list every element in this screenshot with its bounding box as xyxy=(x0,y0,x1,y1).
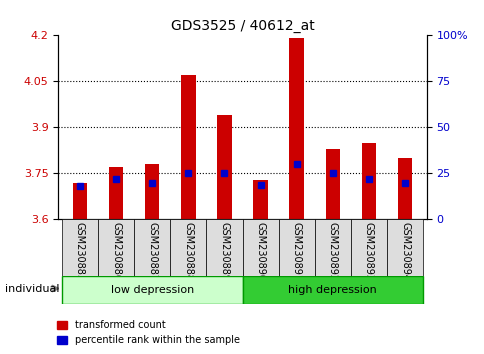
Bar xyxy=(397,158,411,219)
Text: individual: individual xyxy=(5,284,59,293)
Bar xyxy=(253,179,267,219)
Bar xyxy=(145,164,159,219)
Bar xyxy=(217,115,231,219)
Text: GSM230889: GSM230889 xyxy=(219,222,229,281)
FancyBboxPatch shape xyxy=(386,219,423,276)
FancyBboxPatch shape xyxy=(61,219,98,276)
FancyBboxPatch shape xyxy=(350,219,386,276)
Text: GSM230892: GSM230892 xyxy=(327,222,337,281)
FancyBboxPatch shape xyxy=(278,219,314,276)
Legend: transformed count, percentile rank within the sample: transformed count, percentile rank withi… xyxy=(53,316,243,349)
FancyBboxPatch shape xyxy=(98,219,134,276)
Text: GSM230891: GSM230891 xyxy=(291,222,301,281)
FancyBboxPatch shape xyxy=(206,219,242,276)
FancyBboxPatch shape xyxy=(314,219,350,276)
Text: high depression: high depression xyxy=(288,285,377,295)
Title: GDS3525 / 40612_at: GDS3525 / 40612_at xyxy=(170,19,314,33)
FancyBboxPatch shape xyxy=(242,219,278,276)
Text: GSM230888: GSM230888 xyxy=(183,222,193,281)
Text: GSM230886: GSM230886 xyxy=(111,222,121,281)
Text: GSM230887: GSM230887 xyxy=(147,222,157,281)
Bar xyxy=(73,183,87,219)
Text: GSM230890: GSM230890 xyxy=(255,222,265,281)
Bar xyxy=(181,75,195,219)
Text: low depression: low depression xyxy=(110,285,194,295)
Text: GSM230885: GSM230885 xyxy=(75,222,85,281)
FancyBboxPatch shape xyxy=(170,219,206,276)
Bar xyxy=(325,149,339,219)
Text: GSM230893: GSM230893 xyxy=(363,222,373,281)
FancyBboxPatch shape xyxy=(134,219,170,276)
Bar xyxy=(289,39,303,219)
FancyBboxPatch shape xyxy=(61,276,242,304)
Bar xyxy=(108,167,123,219)
Bar xyxy=(361,143,376,219)
Text: GSM230894: GSM230894 xyxy=(399,222,409,281)
FancyBboxPatch shape xyxy=(242,276,423,304)
